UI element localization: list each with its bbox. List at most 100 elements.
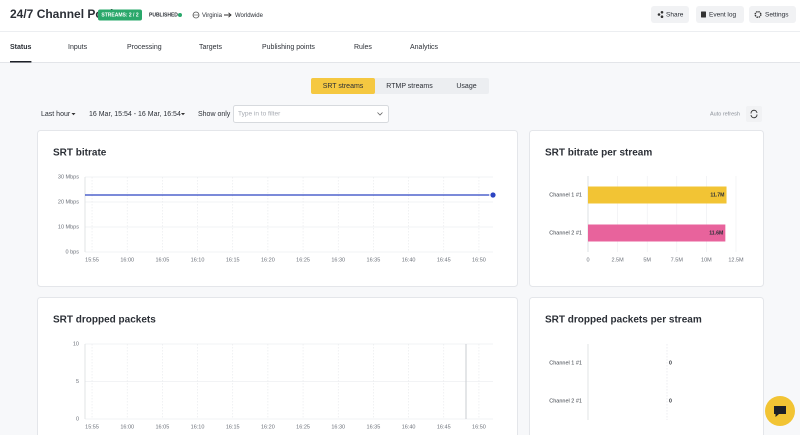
x-tick-label: 16:05 bbox=[155, 424, 169, 430]
share-icon bbox=[660, 15, 664, 18]
x-tick-label: 7.5M bbox=[671, 257, 684, 263]
chevron bbox=[377, 112, 383, 116]
filter-placeholder[interactable]: Type in to filter bbox=[238, 111, 281, 118]
value-label: 0 bbox=[669, 361, 672, 367]
tab[interactable]: Analytics bbox=[410, 44, 439, 51]
card bbox=[37, 130, 518, 287]
bar bbox=[588, 224, 726, 242]
log-icon bbox=[701, 11, 706, 18]
x-tick-label: 16:40 bbox=[402, 257, 416, 263]
x-tick-label: 16:15 bbox=[226, 257, 240, 263]
region-from: Virginia bbox=[202, 13, 223, 19]
x-tick-label: 16:00 bbox=[120, 257, 134, 263]
chat-icon bbox=[774, 406, 786, 417]
x-tick-label: 0 bbox=[586, 257, 589, 263]
x-tick-label: 16:45 bbox=[437, 424, 451, 430]
y-tick-label: 5 bbox=[76, 379, 79, 385]
y-tick-label: 0 bps bbox=[66, 249, 80, 255]
x-tick-label: 16:10 bbox=[191, 424, 205, 430]
refresh-icon bbox=[750, 109, 758, 119]
button-bg[interactable] bbox=[651, 6, 689, 23]
value-label: 0 bbox=[669, 399, 672, 405]
auto-refresh-label: Auto refresh bbox=[710, 111, 740, 117]
button-bg[interactable] bbox=[749, 6, 796, 23]
x-tick-label: 16:05 bbox=[155, 257, 169, 263]
share-button[interactable]: Share bbox=[651, 6, 689, 23]
tab[interactable]: Processing bbox=[127, 44, 162, 51]
button-label[interactable]: Share bbox=[666, 12, 684, 19]
x-tick-label: 16:45 bbox=[437, 257, 451, 263]
period-select[interactable]: Last hour bbox=[41, 111, 71, 118]
segment-label[interactable]: RTMP streams bbox=[386, 83, 433, 90]
x-tick-label: 16:25 bbox=[296, 257, 310, 263]
arrow-icon bbox=[224, 12, 232, 18]
value-label: 11.7M bbox=[710, 193, 724, 199]
category-label: Channel 1 #1 bbox=[549, 360, 582, 366]
x-tick-label: 16:10 bbox=[191, 257, 205, 263]
y-tick-label: 10 Mbps bbox=[58, 224, 79, 230]
button-label[interactable]: Event log bbox=[709, 12, 736, 19]
share-icon bbox=[660, 11, 664, 14]
x-tick-label: 16:35 bbox=[367, 257, 381, 263]
x-tick-label: 16:20 bbox=[261, 257, 275, 263]
category-label: Channel 2 #1 bbox=[549, 398, 582, 404]
x-tick-label: 16:25 bbox=[296, 424, 310, 430]
x-tick-label: 16:50 bbox=[472, 257, 486, 263]
x-tick-label: 16:20 bbox=[261, 424, 275, 430]
refresh-button[interactable] bbox=[746, 106, 762, 122]
x-tick-label: 16:00 bbox=[120, 424, 134, 430]
x-tick-label: 16:30 bbox=[331, 424, 345, 430]
x-tick-label: 2.5M bbox=[611, 257, 624, 263]
tab-underline bbox=[10, 61, 32, 63]
gear-icon bbox=[754, 10, 762, 18]
filter-label: Show only bbox=[198, 111, 231, 118]
tab[interactable]: Inputs bbox=[68, 44, 88, 51]
y-tick-label: 0 bbox=[76, 416, 79, 422]
tab[interactable]: Rules bbox=[354, 44, 372, 51]
x-tick-label: 12.5M bbox=[728, 257, 744, 263]
button-label[interactable]: Settings bbox=[765, 12, 789, 19]
settings-button[interactable]: Settings bbox=[749, 6, 796, 23]
chart-title: SRT dropped packets bbox=[53, 315, 156, 326]
y-tick-label: 10 bbox=[73, 341, 79, 347]
category-label: Channel 1 #1 bbox=[549, 192, 582, 198]
event-log-button[interactable]: Event log bbox=[696, 6, 744, 23]
data-point bbox=[489, 191, 497, 199]
region-to: Worldwide bbox=[235, 13, 264, 19]
chart-title: SRT bitrate per stream bbox=[545, 148, 652, 159]
range-select[interactable]: 16 Mar, 15:54 - 16 Mar, 16:54 bbox=[89, 111, 181, 118]
category-label: Channel 2 #1 bbox=[549, 230, 582, 236]
charts: SRT bitrate 0 bps 10 Mbps 20 Mbps 30 Mbps 15:… bbox=[37, 130, 764, 435]
tab[interactable]: Publishing points bbox=[262, 44, 315, 51]
segment-active[interactable] bbox=[311, 78, 375, 94]
x-tick-label: 15:55 bbox=[85, 424, 99, 430]
badge-text: STREAMS: 2 / 2 bbox=[101, 13, 138, 19]
badge bbox=[98, 9, 142, 21]
status-text: PUBLISHED bbox=[149, 13, 178, 19]
status-dot bbox=[178, 13, 182, 17]
tab[interactable]: Status bbox=[10, 44, 32, 51]
y-tick-label: 30 Mbps bbox=[58, 174, 79, 180]
tab[interactable]: Targets bbox=[199, 44, 222, 51]
x-tick-label: 16:50 bbox=[472, 424, 486, 430]
button-bg[interactable] bbox=[696, 6, 744, 23]
x-tick-label: 5M bbox=[643, 257, 651, 263]
x-tick-label: 15:55 bbox=[85, 257, 99, 263]
value-label: 11.6M bbox=[709, 231, 723, 237]
segment-label[interactable]: Usage bbox=[456, 83, 476, 90]
bar bbox=[588, 186, 727, 204]
x-tick-label: 16:30 bbox=[331, 257, 345, 263]
x-tick-label: 10M bbox=[701, 257, 712, 263]
chart-title: SRT dropped packets per stream bbox=[545, 315, 702, 326]
caret bbox=[181, 113, 185, 116]
page-title: 24/7 Channel Pool bbox=[10, 7, 113, 21]
x-tick-label: 16:40 bbox=[402, 424, 416, 430]
x-tick-label: 16:15 bbox=[226, 424, 240, 430]
caret bbox=[71, 113, 76, 116]
y-tick-label: 20 Mbps bbox=[58, 199, 79, 205]
filter-input[interactable] bbox=[233, 105, 389, 123]
segment-label[interactable]: SRT streams bbox=[323, 83, 364, 90]
card bbox=[37, 297, 518, 435]
